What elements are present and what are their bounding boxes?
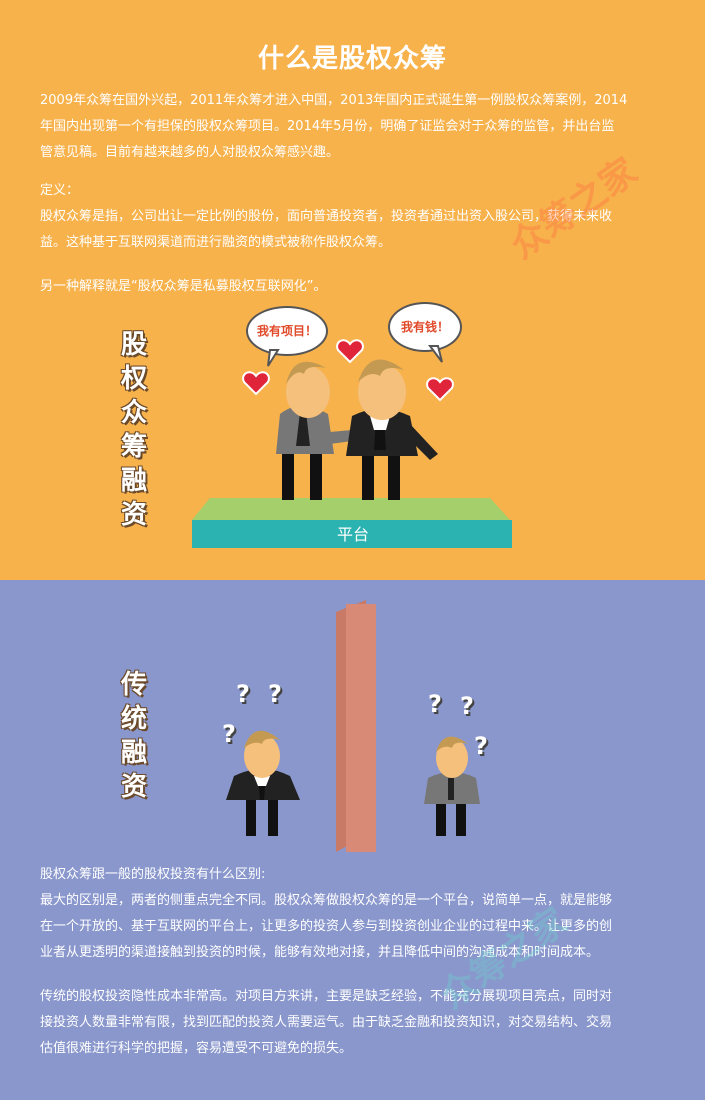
vertical-char: 统	[120, 704, 147, 734]
definition-line: 益。这种基于互联网渠道而进行融资的模式被称作股权众筹。	[40, 235, 392, 250]
vertical-title-traditional-financing: 传 统 融 资	[114, 668, 154, 804]
question-mark-icon: ?	[268, 680, 282, 708]
difference-paragraph: 股权众筹跟一般的股权投资有什么区别: 最大的区别是，两者的侧重点完全不同。股权众…	[40, 862, 670, 966]
vertical-title-equity-crowdfunding: 股 权 众 筹 融 资	[114, 328, 154, 532]
difference-line: 在一个开放的、基于互联网的平台上，让更多的投资人参与到投资创业企业的过程中来。让…	[40, 919, 613, 934]
vertical-char: 资	[120, 500, 147, 530]
traditional-line: 估值很难进行科学的把握，容易遭受不可避免的损失。	[40, 1041, 353, 1056]
wall-illustration	[336, 600, 376, 852]
alt-explanation: 另一种解释就是“股权众筹是私募股权互联网化”。	[40, 274, 670, 300]
alt-explanation-text: 另一种解释就是“股权众筹是私募股权互联网化”。	[40, 279, 327, 294]
bubble-tail-icon	[428, 345, 443, 363]
platform-top	[192, 498, 510, 520]
speech-bubble-money: 我有钱！	[388, 302, 462, 352]
vertical-char: 融	[120, 466, 147, 496]
definition-label: 定义：	[40, 183, 80, 198]
vertical-char: 传	[120, 670, 147, 700]
confused-investor-icon	[226, 730, 300, 836]
vertical-char: 权	[120, 364, 147, 394]
difference-line: 最大的区别是，两者的侧重点完全不同。股权众筹做股权众筹的是一个平台，说简单一点，…	[40, 893, 613, 908]
vertical-char: 众	[120, 398, 147, 428]
vertical-char: 筹	[120, 432, 147, 462]
intro-line: 2009年众筹在国外兴起，2011年众筹才进入中国，2013年国内正式诞生第一例…	[40, 93, 628, 108]
traditional-line: 接投资人数量非常有限，找到匹配的投资人需要运气。由于缺乏金融和投资知识，对交易结…	[40, 1015, 613, 1030]
question-mark-icon: ?	[236, 680, 250, 708]
page-title: 什么是股权众筹	[257, 44, 447, 74]
top-section: 什么是股权众筹 2009年众筹在国外兴起，2011年众筹才进入中国，2013年国…	[0, 0, 705, 580]
intro-paragraph: 2009年众筹在国外兴起，2011年众筹才进入中国，2013年国内正式诞生第一例…	[40, 88, 670, 166]
definition-line: 股权众筹是指，公司出让一定比例的股份，面向普通投资者，投资者通过出资入股公司，获…	[40, 209, 613, 224]
question-mark-icon: ?	[222, 720, 236, 748]
confused-entrepreneur-icon	[424, 736, 480, 836]
vertical-char: 股	[120, 330, 147, 360]
businessman-right-icon	[346, 359, 438, 500]
difference-title: 股权众筹跟一般的股权投资有什么区别:	[40, 867, 266, 882]
vertical-char: 资	[120, 772, 147, 802]
question-mark-icon: ?	[460, 692, 474, 720]
heart-icon	[242, 339, 454, 402]
traditional-line: 传统的股权投资隐性成本非常高。对项目方来讲，主要是缺乏经验，不能充分展现项目亮点…	[40, 989, 613, 1004]
platform-label: 平台	[336, 525, 369, 544]
question-mark-icon: ?	[428, 690, 442, 718]
businessman-left-icon	[276, 361, 374, 500]
difference-line: 业者从更透明的渠道接触到投资的时候，能够有效地对接，并且降低中间的沟通成本和时间…	[40, 945, 600, 960]
question-mark-icon: ?	[474, 732, 488, 760]
intro-line: 管意见稿。目前有越来越多的人对股权众筹感兴趣。	[40, 145, 340, 160]
bottom-section: 传 统 融 资 ? ? ? ? ? ? 股权众筹跟一般的股权投资有什么区别: 最…	[0, 580, 705, 1100]
vertical-char: 融	[120, 738, 147, 768]
handshake-illustration	[192, 339, 512, 548]
speech-bubble-project: 我有项目！	[246, 306, 328, 356]
platform-side	[192, 520, 512, 548]
bubble-tail-icon	[267, 349, 280, 367]
intro-line: 年国内出现第一个有担保的股权众筹项目。2014年5月份，明确了证监会对于众筹的监…	[40, 119, 615, 134]
traditional-paragraph: 传统的股权投资隐性成本非常高。对项目方来讲，主要是缺乏经验，不能充分展现项目亮点…	[40, 984, 670, 1062]
definition-paragraph: 定义： 股权众筹是指，公司出让一定比例的股份，面向普通投资者，投资者通过出资入股…	[40, 178, 670, 256]
